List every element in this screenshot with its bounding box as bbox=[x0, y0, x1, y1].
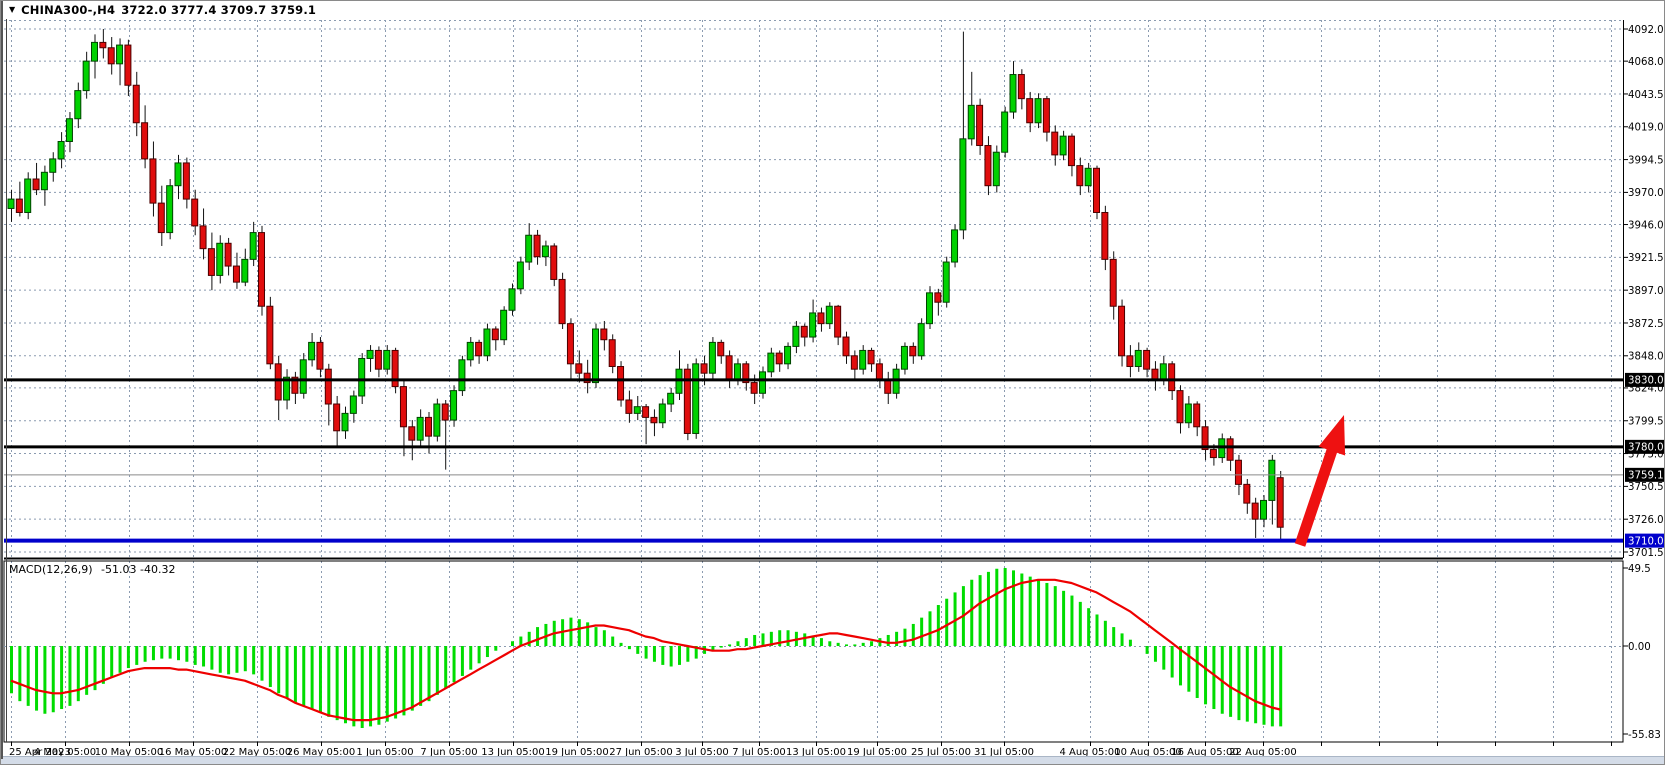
macd-name: MACD(12,26,9) bbox=[9, 563, 93, 576]
svg-text:4043.5: 4043.5 bbox=[1628, 90, 1664, 101]
svg-text:3921.5: 3921.5 bbox=[1628, 253, 1664, 264]
svg-text:4019.0: 4019.0 bbox=[1628, 123, 1664, 134]
svg-text:13 Jun 05:00: 13 Jun 05:00 bbox=[481, 747, 545, 758]
svg-text:22 Aug 05:00: 22 Aug 05:00 bbox=[1229, 747, 1296, 758]
macd-indicator-label: MACD(12,26,9) -51.03 -40.32 bbox=[9, 563, 175, 576]
svg-text:13 Jul 05:00: 13 Jul 05:00 bbox=[786, 747, 846, 758]
svg-text:0.00: 0.00 bbox=[1628, 642, 1651, 653]
svg-text:16 May 05:00: 16 May 05:00 bbox=[159, 747, 228, 758]
svg-text:3 Jul 05:00: 3 Jul 05:00 bbox=[675, 747, 729, 758]
svg-text:3726.0: 3726.0 bbox=[1628, 515, 1664, 526]
svg-text:1 Jun 05:00: 1 Jun 05:00 bbox=[356, 747, 413, 758]
ohlc-values-label: 3722.0 3777.4 3709.7 3759.1 bbox=[121, 3, 317, 17]
svg-text:3848.0: 3848.0 bbox=[1628, 352, 1664, 363]
svg-text:7 Jun 05:00: 7 Jun 05:00 bbox=[420, 747, 477, 758]
macd-values: -51.03 -40.32 bbox=[101, 563, 176, 576]
svg-text:3872.5: 3872.5 bbox=[1628, 319, 1664, 330]
svg-text:3780.0: 3780.0 bbox=[1628, 443, 1664, 454]
chevron-down-icon[interactable]: ▼ bbox=[9, 5, 16, 14]
svg-text:4092.0: 4092.0 bbox=[1628, 25, 1664, 36]
svg-text:27 Jun 05:00: 27 Jun 05:00 bbox=[609, 747, 673, 758]
horizontal-scrollbar[interactable] bbox=[1, 756, 1664, 764]
svg-text:3994.5: 3994.5 bbox=[1628, 155, 1664, 166]
svg-text:3946.0: 3946.0 bbox=[1628, 220, 1664, 231]
svg-text:25 Apr 2023: 25 Apr 2023 bbox=[9, 747, 71, 758]
symbol-period-label: CHINA300-,H4 bbox=[21, 3, 116, 17]
svg-text:22 May 05:00: 22 May 05:00 bbox=[223, 747, 292, 758]
svg-text:4 Aug 05:00: 4 Aug 05:00 bbox=[1059, 747, 1120, 758]
svg-text:31 Jul 05:00: 31 Jul 05:00 bbox=[974, 747, 1034, 758]
svg-text:19 Jun 05:00: 19 Jun 05:00 bbox=[545, 747, 609, 758]
svg-text:10 May 05:00: 10 May 05:00 bbox=[95, 747, 164, 758]
svg-text:3759.1: 3759.1 bbox=[1628, 471, 1664, 482]
svg-text:3897.0: 3897.0 bbox=[1628, 286, 1664, 297]
window-left-border bbox=[1, 1, 3, 759]
buy-signal-arrow bbox=[1294, 415, 1346, 547]
svg-text:7 Jul 05:00: 7 Jul 05:00 bbox=[732, 747, 786, 758]
svg-text:3701.5: 3701.5 bbox=[1628, 548, 1664, 559]
svg-text:19 Jul 05:00: 19 Jul 05:00 bbox=[847, 747, 907, 758]
svg-text:3970.0: 3970.0 bbox=[1628, 188, 1664, 199]
svg-text:10 Aug 05:00: 10 Aug 05:00 bbox=[1114, 747, 1181, 758]
svg-text:4 May 05:00: 4 May 05:00 bbox=[34, 747, 96, 758]
svg-text:3830.0: 3830.0 bbox=[1628, 376, 1664, 387]
svg-text:-55.83: -55.83 bbox=[1628, 730, 1661, 741]
svg-text:3799.5: 3799.5 bbox=[1628, 417, 1664, 428]
svg-text:26 May 05:00: 26 May 05:00 bbox=[287, 747, 356, 758]
svg-text:16 Aug 05:00: 16 Aug 05:00 bbox=[1171, 747, 1238, 758]
svg-text:3775.0: 3775.0 bbox=[1628, 449, 1664, 460]
plot-left-border bbox=[6, 19, 7, 742]
svg-text:25 Jul 05:00: 25 Jul 05:00 bbox=[911, 747, 971, 758]
svg-text:3750.5: 3750.5 bbox=[1628, 482, 1664, 493]
quote-titlebar: ▼ CHINA300-,H4 3722.0 3777.4 3709.7 3759… bbox=[1, 1, 1664, 19]
svg-text:3824.0: 3824.0 bbox=[1628, 384, 1664, 395]
svg-text:4068.0: 4068.0 bbox=[1628, 57, 1664, 68]
svg-text:49.5: 49.5 bbox=[1628, 564, 1651, 575]
svg-text:3710.0: 3710.0 bbox=[1628, 536, 1664, 547]
